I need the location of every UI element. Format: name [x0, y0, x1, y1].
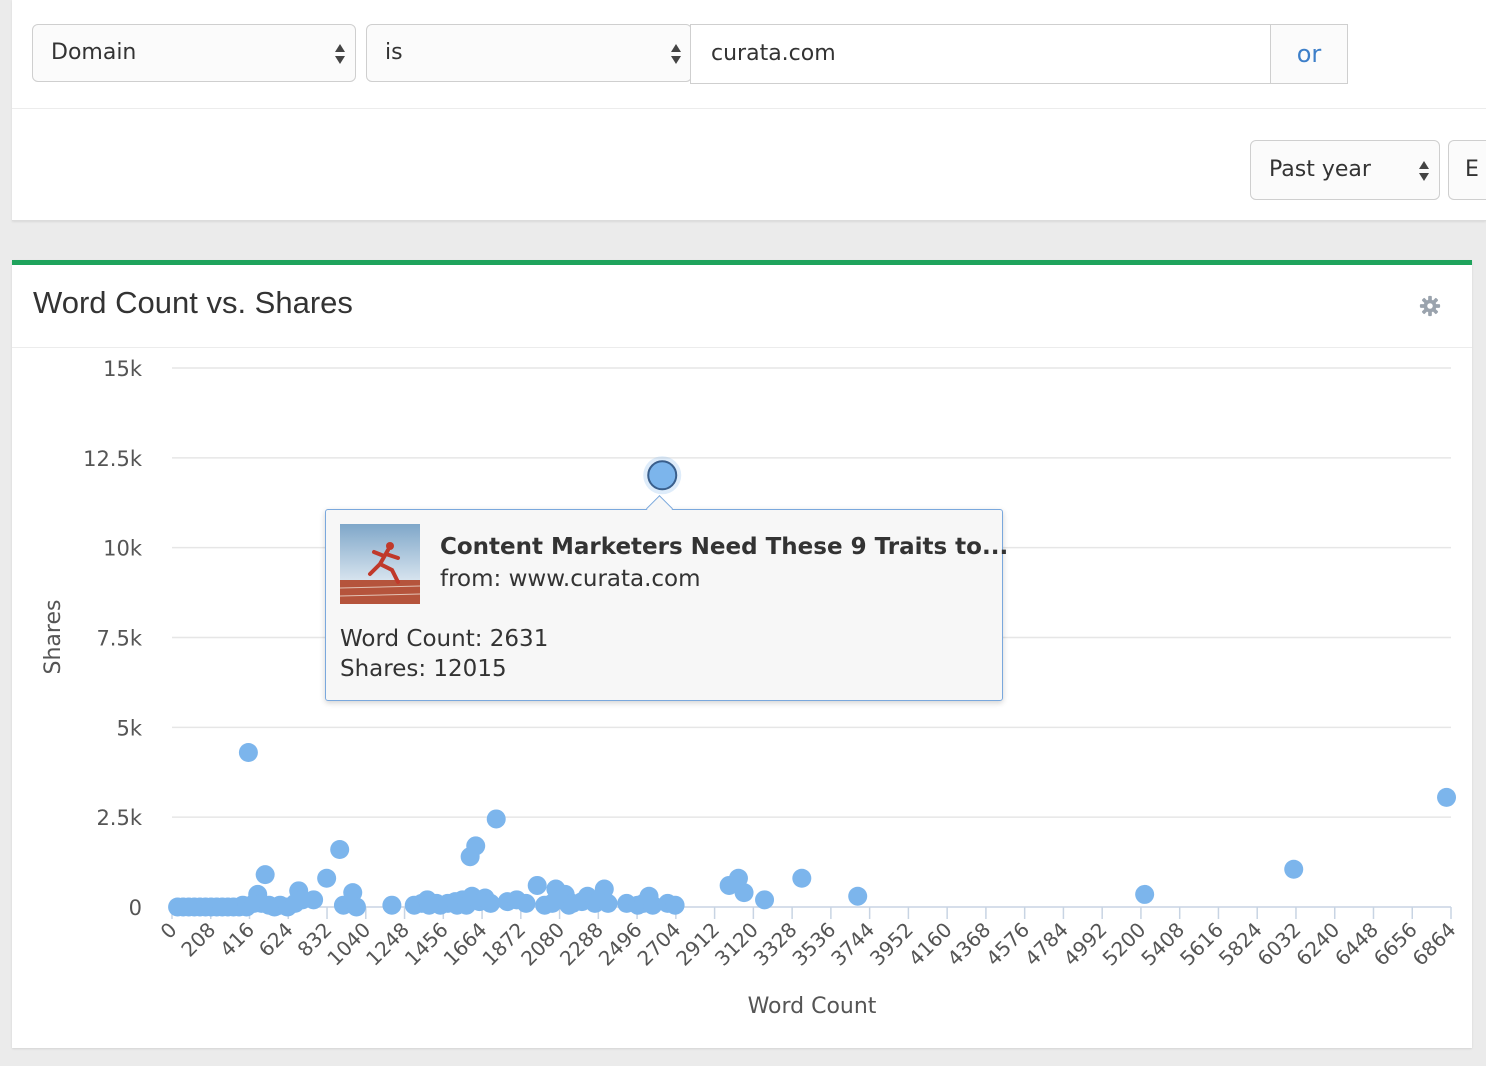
- data-point[interactable]: [643, 895, 663, 915]
- x-tick-label: 416: [215, 918, 259, 962]
- data-point[interactable]: [346, 897, 366, 917]
- field-select-value: Domain: [51, 40, 137, 65]
- data-point[interactable]: [238, 742, 258, 762]
- data-point[interactable]: [304, 890, 324, 910]
- y-tick-label: 5k: [116, 716, 142, 740]
- x-tick-label: 2912: [671, 918, 724, 971]
- x-tick-label: 3536: [787, 918, 840, 971]
- x-tick-label: 5616: [1175, 918, 1228, 971]
- x-tick-label: 5408: [1136, 918, 1189, 971]
- x-axis-label: Word Count: [748, 994, 877, 1019]
- data-point[interactable]: [1437, 787, 1457, 807]
- tooltip-shares: Shares: 12015: [340, 656, 507, 682]
- x-tick-label: 5200: [1098, 918, 1151, 971]
- x-tick-label: 3744: [826, 918, 879, 971]
- x-tick-label: 4368: [942, 918, 995, 971]
- tooltip-title: Content Marketers Need These 9 Traits to…: [440, 534, 1009, 560]
- data-point[interactable]: [792, 868, 812, 888]
- x-tick-label: 2704: [632, 918, 685, 971]
- data-point[interactable]: [665, 895, 685, 915]
- export-button[interactable]: E: [1448, 140, 1486, 200]
- x-tick-label: 6032: [1253, 918, 1306, 971]
- tooltip-source: from: www.curata.com: [440, 566, 701, 592]
- x-tick-label: 2080: [516, 918, 569, 971]
- y-tick-label: 0: [129, 896, 142, 920]
- y-axis-label: Shares: [41, 600, 66, 675]
- data-point[interactable]: [486, 809, 506, 829]
- data-point[interactable]: [481, 893, 501, 913]
- x-tick-label: 6448: [1330, 918, 1383, 971]
- highlighted-data-point[interactable]: [647, 460, 678, 491]
- select-arrows-icon: [335, 42, 345, 66]
- data-point[interactable]: [466, 836, 486, 856]
- y-tick-label: 10k: [103, 537, 143, 561]
- x-tick-label: 208: [176, 918, 220, 962]
- tooltip-word-count: Word Count: 2631: [340, 626, 549, 652]
- data-point[interactable]: [343, 883, 363, 903]
- x-tick-label: 1664: [439, 918, 492, 971]
- time-range-value: Past year: [1269, 157, 1371, 182]
- x-tick-label: 1040: [322, 918, 375, 971]
- or-button[interactable]: or: [1270, 24, 1348, 84]
- data-point[interactable]: [527, 875, 547, 895]
- data-point[interactable]: [594, 879, 614, 899]
- data-point[interactable]: [255, 865, 275, 885]
- data-point[interactable]: [734, 883, 754, 903]
- x-tick-label: 1456: [400, 918, 453, 971]
- y-tick-label: 15k: [103, 357, 143, 381]
- x-tick-label: 3120: [710, 918, 763, 971]
- y-tick-label: 2.5k: [96, 806, 142, 830]
- data-point[interactable]: [848, 886, 868, 906]
- y-tick-label: 12.5k: [83, 447, 143, 471]
- data-point[interactable]: [330, 840, 350, 860]
- field-select[interactable]: Domain: [32, 24, 356, 82]
- operator-select-value: is: [385, 40, 403, 65]
- chart-header: Word Count vs. Shares: [12, 265, 1472, 348]
- x-tick-label: 3952: [865, 918, 918, 971]
- x-tick-label: 1248: [361, 918, 414, 971]
- x-tick-label: 624: [254, 918, 298, 962]
- data-point[interactable]: [1135, 884, 1155, 904]
- x-tick-label: 2496: [594, 918, 647, 971]
- data-point[interactable]: [728, 868, 748, 888]
- point-tooltip: Content Marketers Need These 9 Traits to…: [325, 495, 1008, 701]
- y-axis-ticks: 0 2.5k 5k 7.5k 10k 12.5k 15k: [83, 357, 143, 920]
- highlighted-point: [643, 456, 682, 495]
- x-tick-label: 0: [156, 918, 182, 944]
- filter-row: [12, 0, 1486, 109]
- data-point[interactable]: [1284, 859, 1304, 879]
- x-tick-label: 3328: [749, 918, 802, 971]
- x-tick-label: 4784: [1020, 918, 1073, 971]
- x-tick-label: 1872: [477, 918, 530, 971]
- operator-select[interactable]: is: [366, 24, 692, 82]
- data-point[interactable]: [598, 893, 618, 913]
- chart-title: Word Count vs. Shares: [33, 285, 353, 320]
- gear-icon[interactable]: [1419, 295, 1441, 317]
- x-axis: 0208416624832104012481456166418722080228…: [156, 906, 1461, 971]
- filter-value-input[interactable]: curata.com: [690, 24, 1272, 84]
- y-tick-label: 7.5k: [96, 627, 142, 651]
- x-tick-label: 4576: [981, 918, 1034, 971]
- data-point[interactable]: [317, 868, 337, 888]
- x-tick-label: 4160: [904, 918, 957, 971]
- data-point[interactable]: [382, 895, 402, 915]
- data-points: [168, 742, 1457, 917]
- x-tick-label: 5824: [1214, 918, 1267, 971]
- select-arrows-icon: [671, 42, 681, 66]
- data-point[interactable]: [516, 893, 536, 913]
- x-tick-label: 6240: [1291, 918, 1344, 971]
- x-tick-label: 6656: [1369, 918, 1422, 971]
- article-thumbnail: [340, 524, 420, 604]
- x-tick-label: 4992: [1059, 918, 1112, 971]
- x-tick-label: 6864: [1408, 918, 1461, 971]
- data-point[interactable]: [755, 890, 775, 910]
- time-range-select[interactable]: Past year: [1250, 140, 1440, 200]
- x-tick-label: 2288: [555, 918, 608, 971]
- select-arrows-icon: [1419, 159, 1429, 183]
